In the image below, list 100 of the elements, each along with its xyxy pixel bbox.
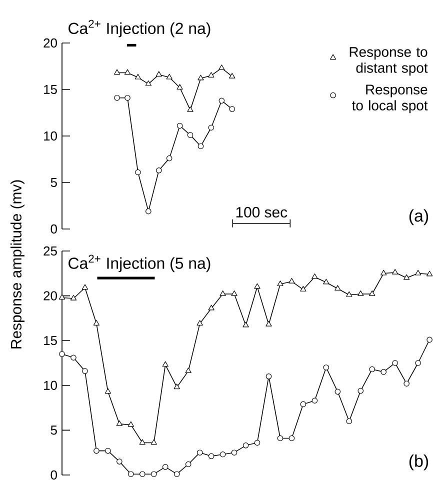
point [242,322,249,328]
point [277,280,284,286]
point [369,366,376,372]
text: Ca$^{2+}$ Injection (2 na) [68,20,210,38]
y-tick-label: 15 [44,84,57,94]
point [156,168,162,174]
point [166,74,172,80]
y-tick-label: 10 [44,131,57,141]
point [288,278,295,284]
point [380,270,387,276]
point [323,364,330,370]
point [114,69,120,75]
point [288,435,295,442]
point [187,132,194,138]
point [229,72,236,78]
y-tick-label: 5 [50,426,57,435]
point [254,283,260,289]
point [150,439,157,445]
legend-label: Response to distant spot [350,47,428,76]
annotation: (b) [409,454,428,470]
point [358,388,364,394]
point [369,290,376,296]
annotation: Ca$^{2+}$ Injection (5 na) [68,254,210,272]
point [104,388,112,394]
point [124,69,131,75]
point [140,471,146,477]
point [82,368,88,374]
point [162,464,168,470]
point [134,74,142,80]
point [166,155,172,162]
point [145,80,152,86]
annotation: 100 sec [236,206,288,218]
point [105,448,111,454]
point [70,354,76,361]
point [174,384,180,390]
point [162,361,168,367]
text: (a) [409,209,428,226]
point [196,450,203,456]
point [116,420,122,426]
point [231,290,238,296]
point [198,143,204,150]
point [334,285,341,291]
point [218,98,225,104]
point [128,471,134,477]
point [128,421,134,427]
point [220,290,226,296]
point [414,270,422,276]
point [208,304,214,310]
point [135,169,141,176]
point [198,74,204,80]
point [176,122,183,129]
point [218,64,225,70]
point [196,320,203,326]
point [358,290,364,296]
y-tick-label: 20 [44,291,57,300]
point [185,461,192,468]
point [415,360,421,366]
y-tick-label: 15 [44,336,57,346]
point [334,388,341,395]
point [404,274,410,280]
point [94,448,100,454]
point [323,278,330,284]
point [242,442,249,448]
point [254,440,260,446]
point [380,369,387,375]
point [346,291,352,297]
point [82,284,88,290]
point [277,435,284,442]
point [114,94,120,101]
point [156,71,162,77]
y-tick-label: 0 [50,224,57,234]
point [300,401,306,408]
point [176,84,183,90]
point [229,106,236,112]
point [208,72,214,78]
y-axis-title: Response amplitude (mv) [10,180,24,348]
point [187,106,194,112]
point [208,124,214,131]
point [124,94,130,101]
point [392,269,398,274]
point [208,453,214,460]
point [300,286,306,292]
point [146,208,152,214]
point [312,398,318,404]
point [404,380,410,386]
point [231,450,238,456]
point [174,471,180,477]
point [346,418,352,424]
point [220,451,226,458]
y-tick-label: 20 [44,38,57,48]
point [116,458,122,464]
point [392,360,398,366]
legend-label: Response to local spot [352,84,428,114]
point [150,471,157,477]
point [266,374,272,380]
point [312,273,318,279]
point [185,368,192,373]
y-tick-label: 5 [50,178,57,188]
y-tick-label: 0 [50,470,57,480]
point [93,320,100,326]
